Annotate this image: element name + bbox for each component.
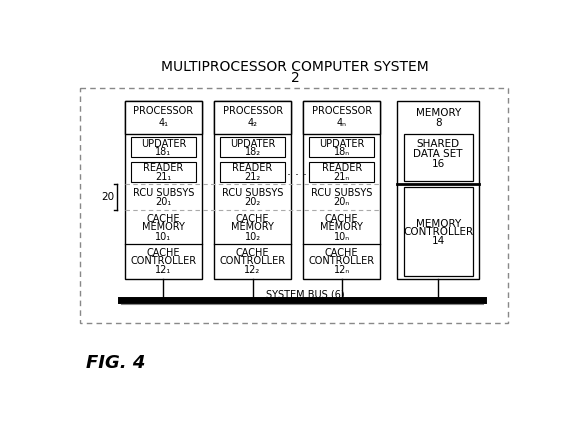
Text: 4₂: 4₂ bbox=[248, 118, 257, 128]
Text: MEMORY: MEMORY bbox=[231, 222, 274, 233]
Text: 20₂: 20₂ bbox=[244, 197, 261, 207]
Text: CACHE: CACHE bbox=[325, 214, 358, 224]
Text: 4₁: 4₁ bbox=[158, 118, 168, 128]
Text: 20ₙ: 20ₙ bbox=[334, 197, 350, 207]
Text: FIG. 4: FIG. 4 bbox=[86, 354, 145, 372]
Text: 2: 2 bbox=[291, 71, 300, 85]
Text: CONTROLLER: CONTROLLER bbox=[309, 256, 375, 266]
Text: CACHE: CACHE bbox=[147, 214, 180, 224]
Text: PROCESSOR: PROCESSOR bbox=[222, 106, 283, 116]
Text: 14: 14 bbox=[431, 236, 445, 246]
Text: CONTROLLER: CONTROLLER bbox=[219, 256, 286, 266]
Text: RCU SUBSYS: RCU SUBSYS bbox=[132, 188, 194, 198]
Text: 10₂: 10₂ bbox=[245, 232, 260, 242]
Text: CACHE: CACHE bbox=[236, 214, 270, 224]
Text: PROCESSOR: PROCESSOR bbox=[134, 106, 194, 116]
Text: RCU SUBSYS: RCU SUBSYS bbox=[311, 188, 373, 198]
Text: PROCESSOR: PROCESSOR bbox=[312, 106, 372, 116]
Text: 21₂: 21₂ bbox=[244, 172, 261, 181]
Text: CONTROLLER: CONTROLLER bbox=[130, 256, 196, 266]
Text: READER: READER bbox=[321, 163, 362, 173]
Bar bbox=[131, 162, 196, 182]
Text: 12ₙ: 12ₙ bbox=[334, 265, 350, 275]
Text: MEMORY: MEMORY bbox=[415, 109, 461, 118]
Bar bbox=[303, 101, 381, 279]
Text: CACHE: CACHE bbox=[147, 248, 180, 258]
Text: UPDATER: UPDATER bbox=[141, 138, 186, 149]
Text: DATA SET: DATA SET bbox=[414, 149, 463, 159]
Text: 12₁: 12₁ bbox=[156, 265, 172, 275]
Bar bbox=[309, 162, 374, 182]
Bar bbox=[214, 101, 291, 133]
Text: UPDATER: UPDATER bbox=[230, 138, 275, 149]
Bar bbox=[404, 133, 473, 181]
Text: CACHE: CACHE bbox=[325, 248, 358, 258]
Bar bbox=[131, 137, 196, 157]
Text: 21₁: 21₁ bbox=[156, 172, 172, 181]
Text: MULTIPROCESSOR COMPUTER SYSTEM: MULTIPROCESSOR COMPUTER SYSTEM bbox=[161, 60, 429, 74]
Text: 20: 20 bbox=[101, 192, 114, 202]
Text: 18ₙ: 18ₙ bbox=[334, 147, 350, 157]
Text: 4ₙ: 4ₙ bbox=[337, 118, 347, 128]
Text: CONTROLLER: CONTROLLER bbox=[403, 227, 473, 237]
Text: 18₁: 18₁ bbox=[156, 147, 172, 157]
Text: CACHE: CACHE bbox=[236, 248, 270, 258]
Text: SYSTEM BUS (6): SYSTEM BUS (6) bbox=[266, 289, 344, 299]
Bar bbox=[303, 101, 381, 133]
Text: 12₂: 12₂ bbox=[244, 265, 261, 275]
Text: 10₁: 10₁ bbox=[156, 232, 172, 242]
Bar bbox=[404, 187, 473, 276]
Text: MEMORY: MEMORY bbox=[415, 219, 461, 229]
Bar bbox=[79, 88, 509, 323]
Text: 16: 16 bbox=[431, 159, 445, 169]
Text: 20₁: 20₁ bbox=[156, 197, 172, 207]
Bar bbox=[220, 137, 285, 157]
Text: SHARED: SHARED bbox=[416, 139, 460, 149]
Text: UPDATER: UPDATER bbox=[319, 138, 365, 149]
Text: READER: READER bbox=[143, 163, 184, 173]
Bar bbox=[124, 101, 202, 279]
Bar bbox=[124, 101, 202, 133]
Text: . . .: . . . bbox=[287, 165, 307, 178]
Text: MEMORY: MEMORY bbox=[320, 222, 363, 233]
Bar bbox=[220, 162, 285, 182]
Text: 21ₙ: 21ₙ bbox=[334, 172, 350, 181]
Bar bbox=[309, 137, 374, 157]
Text: 10ₙ: 10ₙ bbox=[334, 232, 350, 242]
Bar bbox=[397, 101, 479, 279]
Text: READER: READER bbox=[233, 163, 272, 173]
Text: 8: 8 bbox=[435, 118, 441, 128]
Text: 18₂: 18₂ bbox=[245, 147, 260, 157]
Bar bbox=[214, 101, 291, 279]
Text: RCU SUBSYS: RCU SUBSYS bbox=[222, 188, 283, 198]
Text: MEMORY: MEMORY bbox=[142, 222, 185, 233]
